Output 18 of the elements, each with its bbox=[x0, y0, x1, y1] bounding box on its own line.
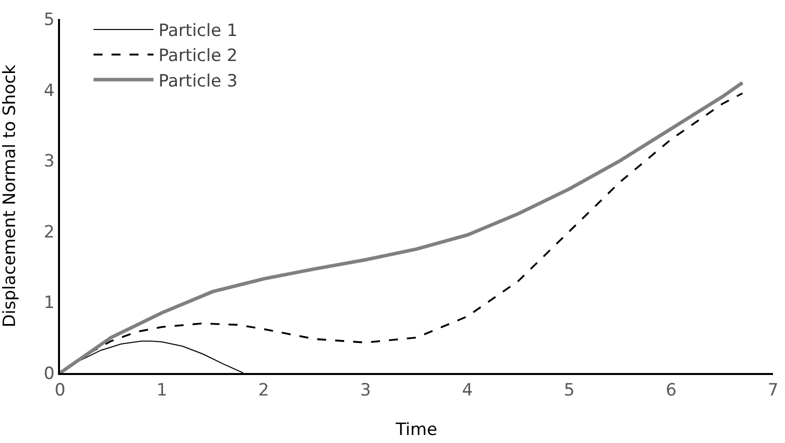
y-tick-label: 1 bbox=[44, 293, 55, 314]
x-axis-title: Time bbox=[394, 420, 438, 440]
x-tick-label: 1 bbox=[156, 380, 168, 400]
legend-label: Particle 3 bbox=[158, 71, 238, 92]
x-tick-label: 5 bbox=[564, 380, 575, 400]
x-tick-label: 3 bbox=[360, 380, 371, 400]
y-tick-label: 0 bbox=[44, 364, 55, 384]
y-tick-label: 2 bbox=[44, 222, 55, 242]
x-tick-label: 6 bbox=[666, 380, 677, 400]
legend-label: Particle 1 bbox=[158, 21, 238, 42]
x-tick-label: 4 bbox=[462, 380, 473, 400]
y-tick-label: 4 bbox=[44, 80, 55, 101]
y-axis-title: Displacement Normal to Shock bbox=[0, 64, 20, 328]
legend-label: Particle 2 bbox=[158, 46, 238, 66]
y-tick-label: 3 bbox=[44, 152, 55, 172]
x-tick-label: 2 bbox=[258, 380, 270, 400]
x-tick-label: 7 bbox=[768, 380, 778, 400]
y-tick-label: 5 bbox=[44, 10, 55, 30]
